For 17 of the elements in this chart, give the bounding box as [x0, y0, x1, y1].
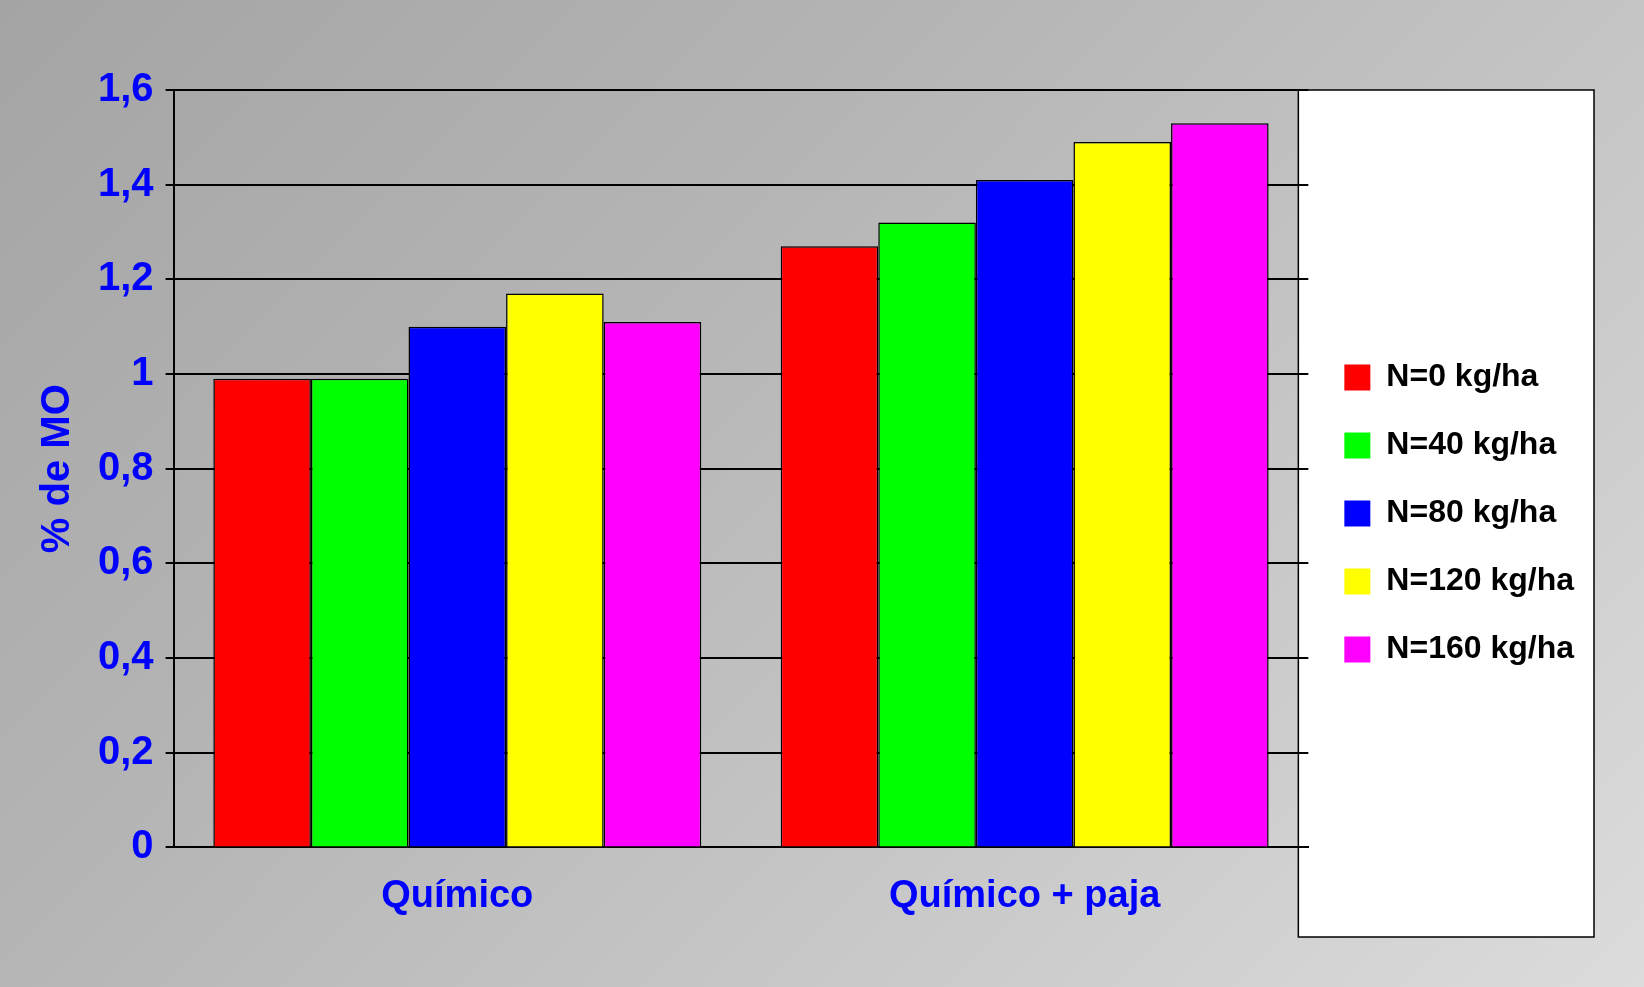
y-tick-label: 1,2	[98, 254, 154, 299]
legend-label: N=160 kg/ha	[1386, 629, 1575, 666]
legend-label: N=80 kg/ha	[1386, 493, 1557, 530]
y-tick-label: 1,4	[98, 159, 155, 204]
y-tick-label: 0	[131, 822, 154, 867]
y-tick-label: 1,6	[98, 65, 154, 110]
legend-label: N=0 kg/ha	[1386, 357, 1539, 394]
y-tick-label: 1	[131, 349, 154, 394]
y-tick-label: 0,4	[98, 633, 155, 678]
y-tick-label: 0,2	[98, 727, 154, 772]
y-tick-label: 0,8	[98, 443, 154, 488]
legend-label: N=40 kg/ha	[1386, 425, 1557, 462]
y-tick-label: 0,6	[98, 538, 154, 583]
legend-label: N=120 kg/ha	[1386, 561, 1575, 598]
x-tick-label: Químico	[381, 872, 534, 915]
x-tick-label: Químico + paja	[888, 872, 1162, 915]
y-axis-title: % de MO	[33, 384, 78, 554]
